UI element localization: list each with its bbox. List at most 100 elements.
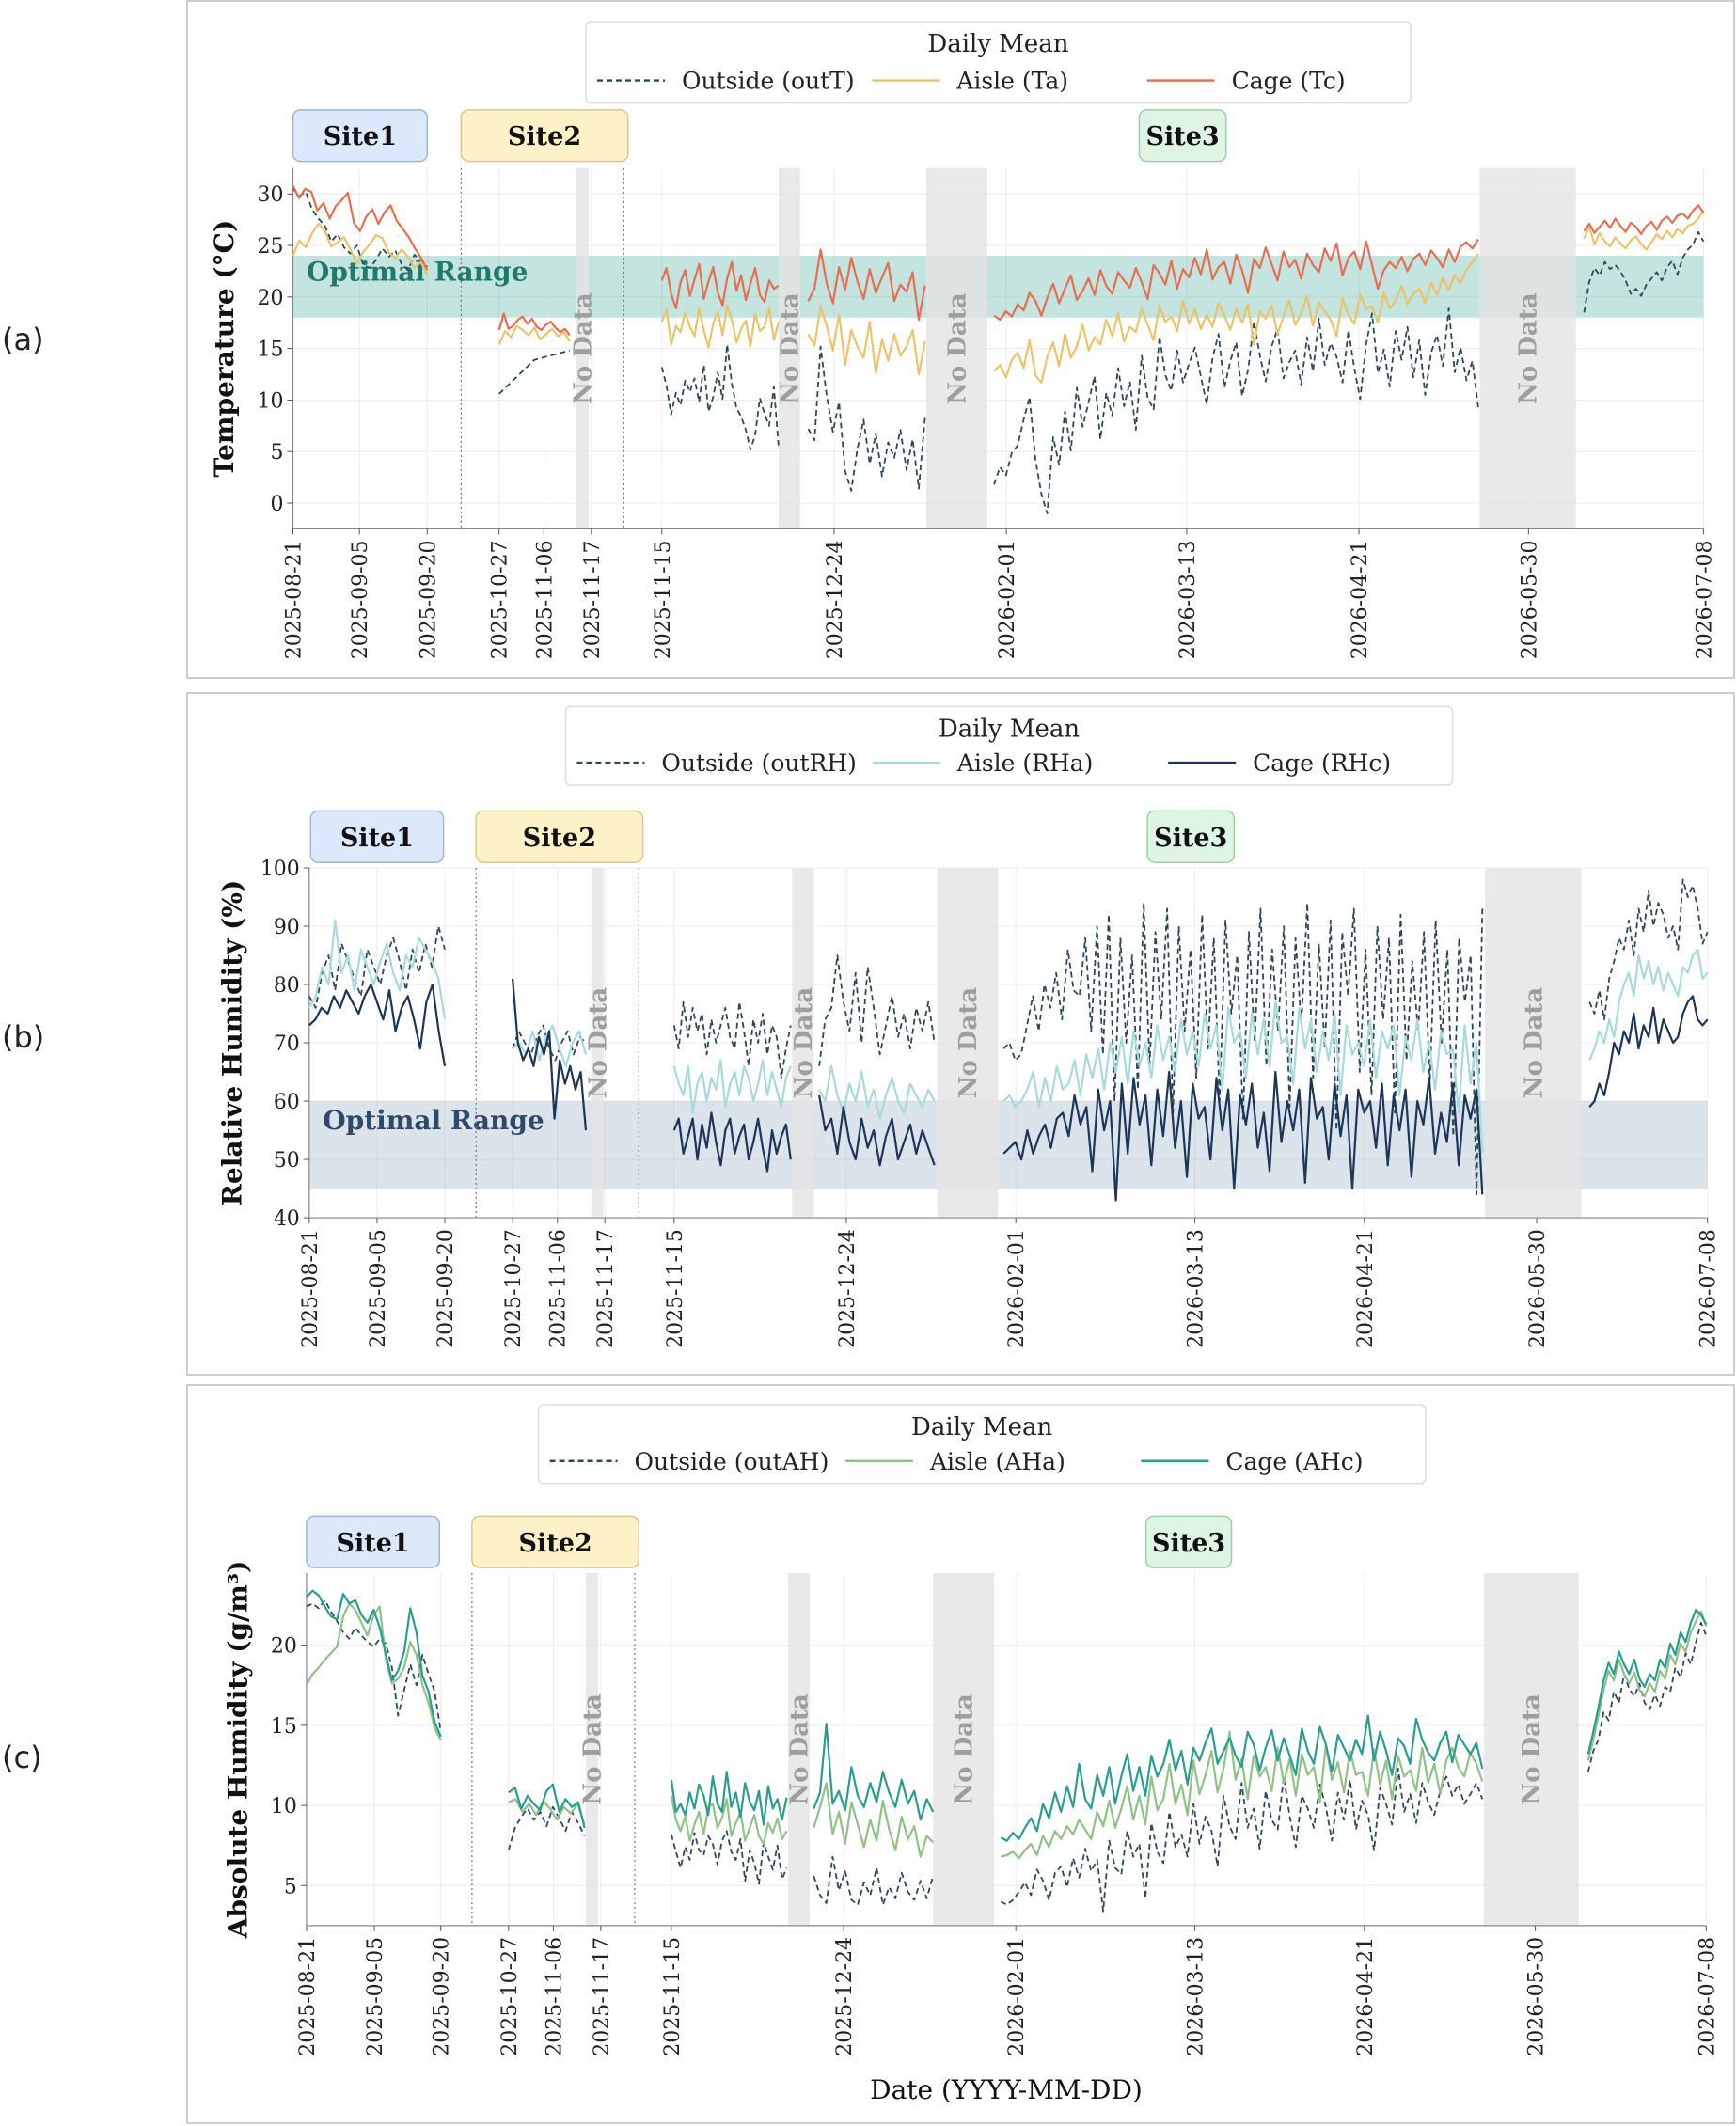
series-line bbox=[292, 188, 428, 272]
x-tick-label: 2025-12-24 bbox=[824, 540, 847, 659]
series-line bbox=[1586, 1610, 1708, 1761]
no-data-band bbox=[1485, 868, 1582, 1219]
series-line bbox=[813, 1855, 935, 1906]
site-badge bbox=[292, 109, 429, 163]
y-tick-label: 70 bbox=[274, 1032, 300, 1056]
site-badge bbox=[471, 1515, 640, 1568]
series-line bbox=[497, 324, 571, 345]
series-line bbox=[671, 1830, 788, 1885]
series-line bbox=[1588, 948, 1709, 1062]
panel-relative-humidity: (b) Optimal Range No Data No Data No Data No… bbox=[2, 692, 1735, 1376]
x-tick-label: 2025-12-24 bbox=[833, 1937, 857, 2056]
x-tick-label: 2025-11-15 bbox=[661, 1937, 685, 2056]
y-tick-label: 10 bbox=[258, 389, 284, 413]
legend-entry: Cage (Tc) bbox=[1232, 68, 1346, 95]
series-line bbox=[672, 1000, 792, 1079]
series-line bbox=[306, 1599, 442, 1732]
series-line bbox=[1000, 1714, 1484, 1842]
y-tick-label: 90 bbox=[274, 916, 300, 939]
series-line bbox=[818, 1064, 936, 1120]
y-tick-label: 80 bbox=[274, 974, 300, 998]
optimal-range-band bbox=[308, 1101, 1708, 1189]
no-data-label: No Data bbox=[943, 292, 971, 404]
x-tick-label: 2025-10-27 bbox=[502, 1229, 526, 1348]
series-line bbox=[993, 238, 1479, 322]
x-tick-label: 2026-05-30 bbox=[1526, 1229, 1550, 1348]
site-badge bbox=[1146, 810, 1236, 863]
x-tick-label: 2026-02-01 bbox=[996, 540, 1019, 659]
x-tick-label: 2025-11-17 bbox=[581, 540, 605, 659]
series-line bbox=[512, 1024, 587, 1062]
series-line bbox=[660, 260, 780, 309]
x-tick-label: 2025-09-20 bbox=[431, 1937, 454, 2056]
series-line bbox=[672, 1111, 792, 1173]
y-axis-label: Absolute Humidity (g/m³) bbox=[222, 1561, 253, 1940]
legend-title: Daily Mean bbox=[939, 715, 1080, 743]
y-tick-label: 10 bbox=[271, 1795, 297, 1819]
series-line bbox=[1583, 210, 1705, 251]
no-data-band bbox=[792, 868, 814, 1219]
x-tick-label: 2026-04-21 bbox=[1354, 1937, 1378, 2056]
site-badge bbox=[1138, 109, 1227, 163]
series-2 bbox=[305, 1602, 1708, 1860]
series-line bbox=[308, 983, 447, 1066]
no-data-label: No Data bbox=[951, 1693, 979, 1805]
legend-entry: Outside (outT) bbox=[682, 68, 855, 95]
no-data-label: No Data bbox=[584, 987, 612, 1099]
legend-entry: Aisle (RHa) bbox=[956, 749, 1094, 777]
x-tick-label: 2025-09-05 bbox=[364, 1937, 387, 2056]
x-tick-label: 2025-09-20 bbox=[434, 1229, 458, 1348]
legend-box bbox=[537, 1404, 1427, 1485]
site-label: Site3 bbox=[1152, 1529, 1225, 1558]
series-line bbox=[1586, 1608, 1708, 1755]
x-tick-label: 2026-07-08 bbox=[1693, 540, 1716, 659]
no-data-band bbox=[778, 167, 800, 529]
series-line bbox=[660, 304, 780, 349]
x-tick-label: 2025-11-17 bbox=[591, 1937, 614, 2056]
site-label: Site1 bbox=[340, 824, 414, 853]
panel-absolute-humidity: (c) Date (YYYY-MM-DD) No Data No Data No D… bbox=[2, 1384, 1735, 2124]
series-line bbox=[670, 1795, 788, 1846]
x-tick-label: 2025-10-27 bbox=[489, 540, 513, 659]
site-label: Site1 bbox=[324, 122, 397, 151]
series-1 bbox=[306, 1599, 1708, 1913]
series-line bbox=[498, 349, 570, 395]
y-axis-label: Temperature (°C) bbox=[209, 220, 240, 478]
y-tick-label: 5 bbox=[271, 441, 284, 465]
series-line bbox=[306, 1589, 442, 1738]
legend-entry: Aisle (Ta) bbox=[955, 68, 1068, 95]
series-line bbox=[1586, 1621, 1708, 1772]
series-line bbox=[1588, 995, 1709, 1109]
series-1 bbox=[292, 188, 1705, 514]
no-data-band bbox=[1483, 1572, 1579, 1926]
series-line bbox=[813, 1782, 934, 1858]
x-tick-label: 2025-08-21 bbox=[283, 540, 307, 659]
x-tick-label: 2026-02-01 bbox=[1005, 1937, 1029, 2056]
series-line bbox=[672, 1059, 792, 1114]
legend-entry: Outside (outAH) bbox=[635, 1448, 829, 1475]
y-axis-label: Relative Humidity (%) bbox=[217, 880, 248, 1206]
x-tick-label: 2026-02-01 bbox=[1005, 1229, 1029, 1348]
y-tick-label: 15 bbox=[258, 339, 284, 362]
series-line bbox=[1583, 230, 1705, 313]
legend-box bbox=[585, 21, 1412, 104]
no-data-label: No Data bbox=[776, 292, 804, 404]
series-line bbox=[813, 1723, 935, 1821]
x-tick-label: 2025-08-21 bbox=[299, 1229, 323, 1348]
y-tick-label: 50 bbox=[274, 1149, 300, 1173]
x-tick-label: 2025-10-27 bbox=[498, 1937, 522, 2056]
series-line bbox=[807, 305, 926, 376]
site-label: Site3 bbox=[1145, 122, 1219, 151]
no-data-label: No Data bbox=[1518, 1693, 1546, 1805]
no-data-band bbox=[933, 1572, 995, 1926]
series-line bbox=[292, 185, 429, 271]
y-tick-label: 20 bbox=[271, 1635, 297, 1659]
site-badge bbox=[460, 109, 629, 163]
legend-entry: Outside (outRH) bbox=[661, 749, 857, 777]
x-tick-label: 2026-07-08 bbox=[1696, 1937, 1719, 2056]
x-tick-label: 2026-03-13 bbox=[1176, 540, 1200, 659]
no-data-label: No Data bbox=[785, 1693, 813, 1805]
series-line bbox=[807, 248, 926, 322]
series-1 bbox=[308, 878, 1709, 1196]
series-3 bbox=[292, 185, 1705, 337]
